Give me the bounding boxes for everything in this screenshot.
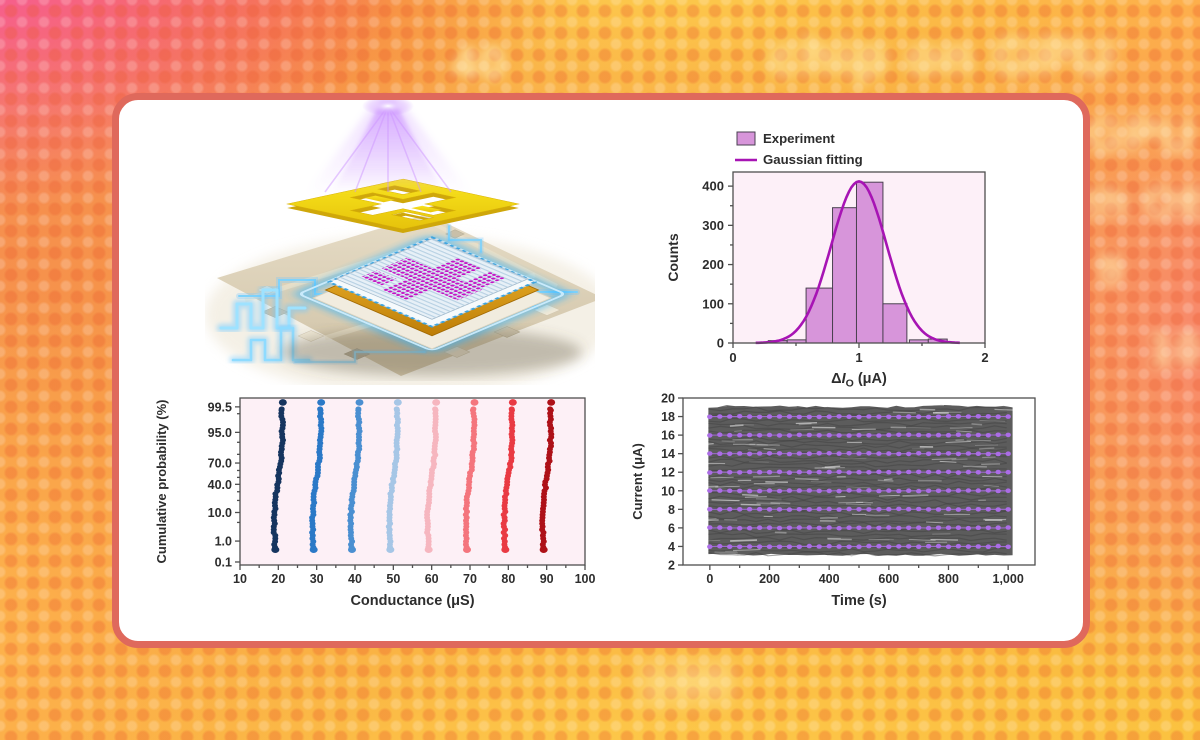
svg-text:0: 0 [729, 350, 736, 365]
scatter-column [462, 399, 479, 553]
svg-text:30: 30 [310, 572, 324, 586]
readout-markers [707, 414, 1011, 550]
svg-text:Current (μA): Current (μA) [630, 443, 645, 520]
svg-text:50: 50 [386, 572, 400, 586]
ghost-text: th OE [1084, 178, 1200, 227]
svg-text:200: 200 [759, 572, 780, 586]
svg-text:4: 4 [668, 540, 675, 554]
ticks [728, 185, 986, 348]
scatter-column [309, 399, 326, 553]
ghost-text: chip on GPU [770, 27, 1116, 87]
chip-illustration-panel [205, 100, 595, 385]
svg-text:40.0: 40.0 [208, 478, 232, 492]
light-beam [305, 100, 473, 196]
x-axis-label: ΔIO (μA) [831, 371, 887, 390]
svg-text:0: 0 [717, 336, 724, 351]
svg-text:100: 100 [575, 572, 596, 586]
svg-text:0.1: 0.1 [215, 555, 232, 569]
scatter-column [347, 399, 364, 553]
svg-text:70: 70 [463, 572, 477, 586]
svg-text:1,000: 1,000 [993, 572, 1024, 586]
svg-text:Gaussian fitting: Gaussian fitting [763, 152, 863, 167]
svg-text:60: 60 [425, 572, 439, 586]
svg-text:Time (s): Time (s) [831, 593, 887, 609]
svg-text:0: 0 [706, 572, 713, 586]
scatter-column [270, 399, 287, 553]
histogram-panel: 0 1 2 0 100 200 300 400 Counts ΔIO (μA) Experiment… [665, 131, 989, 390]
scatter-column [424, 399, 441, 553]
svg-text:40: 40 [348, 572, 362, 586]
svg-text:90: 90 [540, 572, 554, 586]
ticks [678, 397, 1009, 570]
svg-text:16: 16 [661, 429, 675, 443]
svg-text:300: 300 [702, 218, 724, 233]
svg-text:10: 10 [661, 484, 675, 498]
svg-text:12: 12 [661, 466, 675, 480]
histogram-bars [767, 181, 948, 344]
scatter-column [539, 399, 556, 553]
cumulative-probability-panel: 0.1 1.0 10.0 40.0 70.0 95.0 99.5 10 20 30 40 50 60 70… [154, 397, 596, 609]
legend [735, 131, 757, 162]
svg-text:99.5: 99.5 [208, 400, 232, 414]
svg-text:80: 80 [501, 572, 515, 586]
svg-text:100: 100 [702, 296, 724, 311]
svg-text:8: 8 [668, 503, 675, 517]
svg-text:Cumulative probability (%): Cumulative probability (%) [154, 400, 169, 564]
svg-text:1.0: 1.0 [215, 535, 232, 549]
svg-text:10.0: 10.0 [208, 506, 232, 520]
svg-text:20: 20 [661, 392, 675, 406]
svg-text:Experiment: Experiment [763, 131, 835, 146]
svg-text:400: 400 [819, 572, 840, 586]
svg-text:Conductance (μS): Conductance (μS) [350, 593, 474, 609]
ticks [235, 406, 586, 570]
gaussian-curve [755, 180, 960, 345]
svg-text:20: 20 [271, 572, 285, 586]
ghost-text: GPU [1086, 109, 1197, 162]
plot-background [240, 398, 585, 565]
svg-text:Counts: Counts [665, 233, 681, 281]
chip-shadow [282, 328, 582, 376]
memristor-chip-stack [282, 236, 582, 376]
svg-text:200: 200 [702, 257, 724, 272]
svg-text:14: 14 [661, 447, 675, 461]
svg-text:95.0: 95.0 [208, 426, 232, 440]
ghost-text: 100 [638, 653, 735, 713]
noise-band [700, 401, 1017, 562]
programmed-pattern [361, 257, 506, 301]
svg-text:2: 2 [981, 350, 988, 365]
svg-text:10: 10 [233, 572, 247, 586]
crossbar-array [335, 238, 529, 320]
scatter-column [385, 399, 402, 553]
svg-text:800: 800 [938, 572, 959, 586]
legend-swatch-box [736, 131, 756, 146]
figure-card: 0 1 2 0 100 200 300 400 Counts ΔIO (μA) Experiment… [112, 93, 1090, 648]
ghost-text: 10 [1148, 323, 1200, 375]
svg-text:6: 6 [668, 521, 675, 535]
svg-text:70.0: 70.0 [208, 457, 232, 471]
svg-text:400: 400 [702, 179, 724, 194]
svg-text:2: 2 [668, 559, 675, 573]
ghost-text: 40 [452, 37, 508, 89]
scatter-column [500, 399, 517, 553]
svg-text:1: 1 [855, 350, 862, 365]
svg-text:600: 600 [878, 572, 899, 586]
ghost-text: 9 [1098, 246, 1125, 295]
svg-text:18: 18 [661, 410, 675, 424]
